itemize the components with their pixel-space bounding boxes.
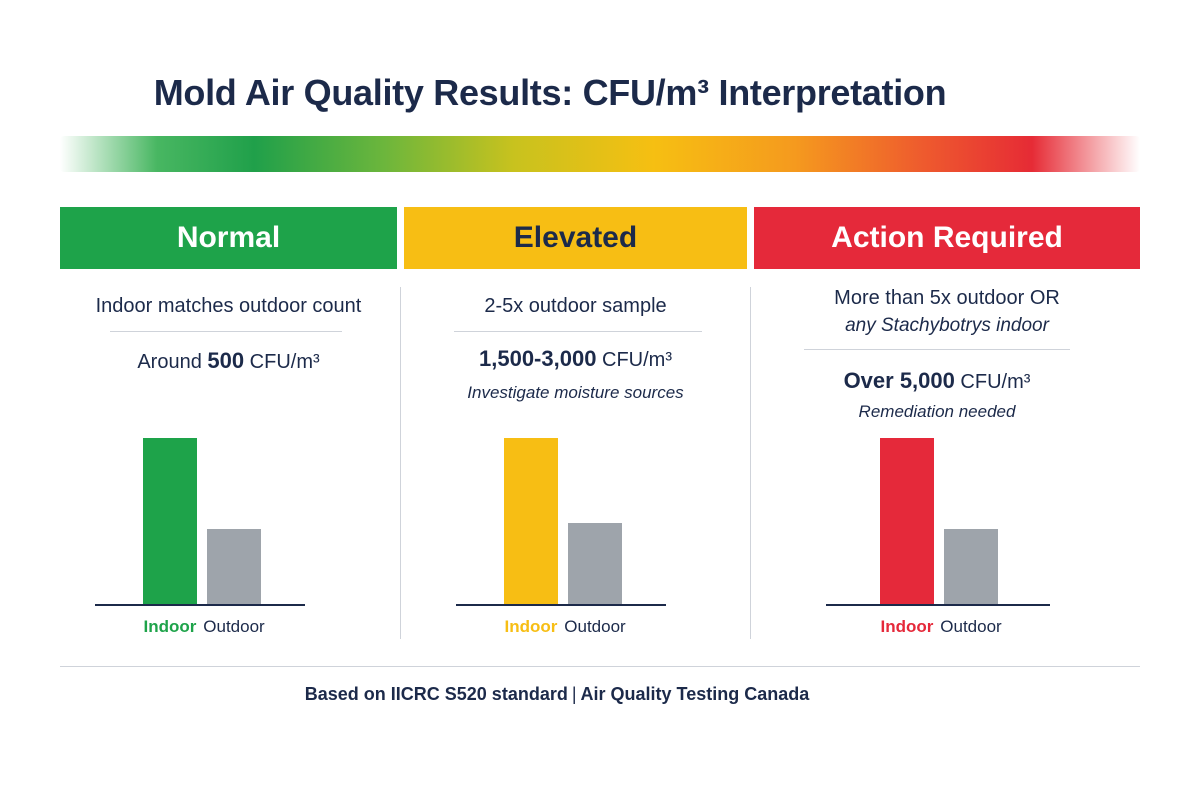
x-tick-label: Outdoor (940, 617, 1002, 636)
x-tick-label: Outdoor (564, 617, 626, 636)
column-description: More than 5x outdoor OR (834, 287, 1060, 309)
x-tick-label: Indoor (144, 617, 197, 636)
bar-outdoor (568, 523, 622, 605)
column-header-label: Action Required (831, 221, 1063, 254)
severity-gradient-bar (60, 136, 1140, 172)
column-header-normal: Normal (60, 207, 397, 269)
column-rule (804, 349, 1070, 350)
bar-outdoor (207, 529, 261, 605)
footer-org: Air Quality Testing Canada (580, 684, 810, 704)
value-unit: CFU/m³ (954, 371, 1031, 393)
column-description-line2: any Stachybotrys indoor (845, 315, 1049, 336)
column-elevated: Elevated 2-5x outdoor sample 1,500-3,000… (404, 207, 747, 647)
title-text: Mold Air Quality Results: CFU/m³ Interpr… (153, 72, 947, 113)
value-prefix: Around (137, 351, 208, 373)
x-tick-label: Indoor (881, 617, 934, 636)
column-value: Around 500 CFU/m³ (60, 348, 397, 374)
column-divider (750, 287, 751, 639)
column-header-elevated: Elevated (404, 207, 747, 269)
bar-indoor (504, 438, 558, 605)
value-number: Over 5,000 (843, 368, 955, 393)
column-description: Indoor matches outdoor count (95, 295, 362, 317)
x-tick-label: Outdoor (203, 617, 265, 636)
column-note: Remediation needed (858, 402, 1016, 421)
column-action-required: Action Required More than 5x outdoor OR … (754, 207, 1140, 647)
footer-source: Based on IICRC S520 standard (304, 684, 568, 704)
column-value: 1,500-3,000 CFU/m³ (404, 346, 747, 372)
footer-separator: | (571, 684, 577, 704)
bar-indoor (143, 438, 197, 605)
column-note: Investigate moisture sources (467, 383, 684, 402)
value-number: 1,500-3,000 (479, 346, 597, 371)
column-header-label: Elevated (513, 221, 638, 254)
column-header-label: Normal (176, 221, 281, 254)
column-value: Over 5,000 CFU/m³ (744, 368, 1130, 394)
value-number: 500 (207, 348, 245, 373)
value-unit: CFU/m³ (244, 351, 320, 373)
column-description: 2-5x outdoor sample (484, 295, 667, 317)
bar-indoor (880, 438, 934, 605)
column-header-action-required: Action Required (754, 207, 1140, 269)
page-title: Mold Air Quality Results: CFU/m³ Interpr… (0, 72, 1200, 114)
bar-outdoor (944, 529, 998, 605)
column-rule (110, 331, 342, 332)
x-tick-label: Indoor (505, 617, 558, 636)
column-rule (454, 331, 702, 332)
footer: Based on IICRC S520 standard | Air Quality… (0, 684, 1200, 705)
column-normal: Normal Indoor matches outdoor count Arou… (60, 207, 397, 647)
footer-divider (60, 666, 1140, 667)
column-divider (400, 287, 401, 639)
value-unit: CFU/m³ (596, 349, 672, 371)
